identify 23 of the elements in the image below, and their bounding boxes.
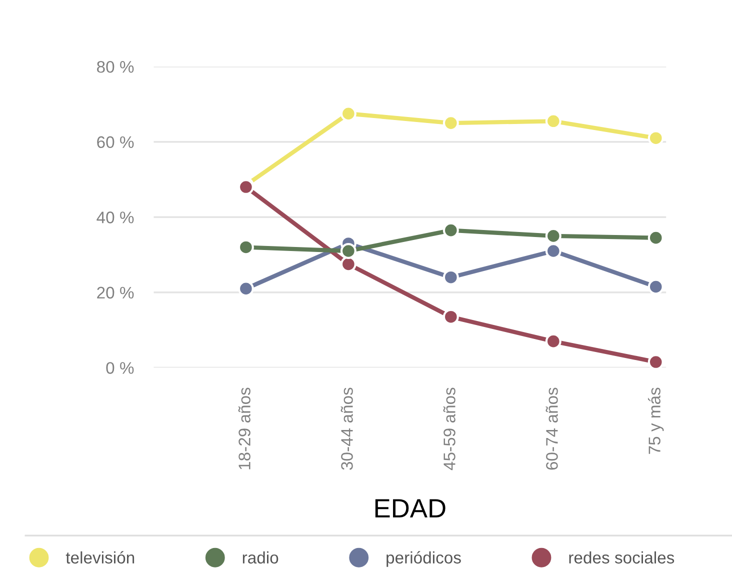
point [340, 256, 356, 272]
point [545, 243, 562, 259]
y-tick-label: 20 % [97, 286, 134, 299]
point [545, 333, 562, 350]
point [648, 230, 664, 246]
x-tick-label: 75 y más [648, 388, 664, 454]
point [340, 106, 356, 122]
legend-label: radio [242, 551, 278, 564]
x-tick-label: 18-29 años [238, 388, 250, 470]
y-tick-label: 40 % [96, 212, 134, 224]
legend-label: periódicos [386, 551, 461, 567]
y-tick-label: 80 % [97, 60, 134, 73]
legend-label: redes sociales [569, 551, 674, 564]
legend-label: televisión [66, 551, 134, 564]
y-tick-label: 60 % [97, 136, 134, 148]
point [340, 243, 356, 259]
point [442, 222, 459, 238]
y-tick-label: 0 % [106, 362, 134, 374]
point [648, 278, 664, 295]
x-tick-label: 60-74 años [546, 388, 558, 470]
x-axis-title: EDAD [375, 499, 446, 518]
x-tick-label: 30-44 años [340, 388, 353, 470]
x-tick-label: 45-59 años [443, 388, 456, 470]
